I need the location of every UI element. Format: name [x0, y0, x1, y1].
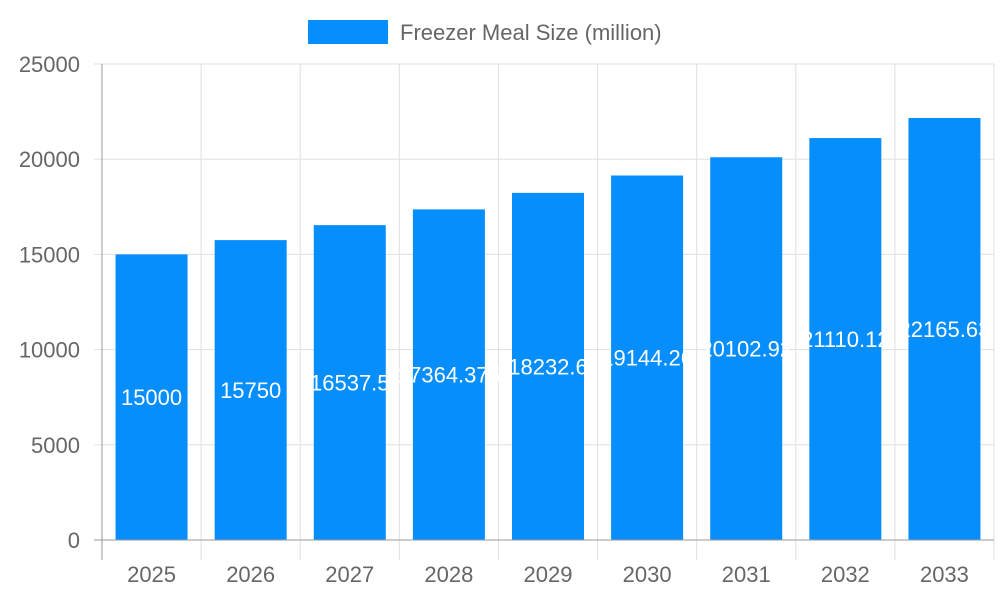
bar	[412, 209, 485, 540]
bar	[809, 138, 882, 541]
x-tick-label: 2031	[722, 562, 771, 587]
bar	[115, 254, 188, 540]
x-tick-label: 2032	[821, 562, 870, 587]
y-tick-label: 5000	[31, 433, 80, 458]
bars	[115, 117, 981, 541]
x-tick-label: 2025	[127, 562, 176, 587]
y-tick-label: 25000	[19, 52, 80, 77]
data-label: 21110.12	[801, 327, 890, 352]
data-label: 19144.26	[601, 346, 693, 371]
data-label: 15750	[220, 378, 281, 403]
axes: 0 5000 10000 15000 20000 25000 2025 2026 2027 202…	[19, 52, 994, 587]
legend-label: Freezer Meal Size (million)	[400, 20, 662, 45]
x-tick-label: 2029	[524, 562, 573, 587]
data-label: 16537.5	[310, 371, 390, 396]
bar	[313, 225, 386, 540]
x-tick-label: 2030	[623, 562, 672, 587]
legend[interactable]: Freezer Meal Size (million)	[308, 20, 662, 45]
bar	[611, 175, 684, 540]
grid	[94, 63, 995, 560]
data-labels: 15000 15750 16537.5 17364.375 18232.6 19144.2…	[121, 317, 990, 410]
legend-swatch	[308, 20, 388, 44]
data-label: 17364.375	[397, 363, 501, 388]
x-tick-label: 2028	[424, 562, 473, 587]
y-tick-label: 0	[68, 528, 80, 553]
bar	[710, 157, 783, 540]
data-label: 18232.6	[508, 354, 588, 379]
bar	[214, 240, 287, 540]
data-label: 20102.92	[700, 337, 792, 362]
data-label: 15000	[121, 385, 182, 410]
y-tick-label: 20000	[19, 147, 80, 172]
y-tick-label: 10000	[19, 338, 80, 363]
x-tick-label: 2033	[920, 562, 969, 587]
x-tick-label: 2027	[325, 562, 374, 587]
y-tick-label: 15000	[19, 242, 80, 267]
x-tick-label: 2026	[226, 562, 275, 587]
data-label: 22165.63	[899, 317, 991, 342]
bar	[908, 117, 981, 541]
bar	[512, 192, 584, 540]
